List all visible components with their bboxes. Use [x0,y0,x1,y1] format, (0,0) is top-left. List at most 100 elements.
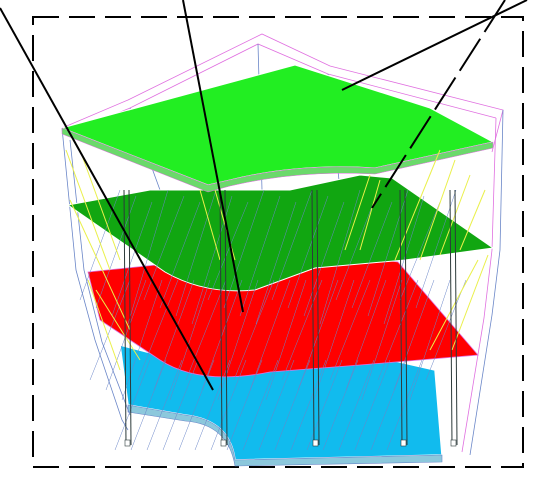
column-base [450,439,457,447]
brace-line [419,159,456,261]
top-slab-edge [61,127,494,193]
column-line [399,189,403,446]
hatch-line [335,195,377,301]
brace-line [65,149,111,271]
hatch-line [354,359,391,451]
hatch-line [242,359,279,451]
hatch-line [425,279,467,381]
hatch-line [345,279,387,391]
hatch-line [287,195,329,309]
hatch-line [329,279,371,381]
wire-hatch [79,189,467,451]
hatch-line [143,195,185,301]
leader-lines [0,0,528,391]
column-line [316,189,320,446]
upper-slab [66,174,495,292]
leader-line-3 [341,0,528,91]
column-line [128,189,132,446]
hatch-line [223,189,265,309]
hatch-line [290,359,327,451]
hatch-line [79,189,121,301]
hatch-line [303,201,345,317]
brace-line [344,174,371,251]
column-line [311,189,315,446]
hatch-line [383,195,425,325]
leader-line-2 [182,0,244,313]
brace-line [394,149,441,261]
hatch-line [265,279,307,401]
hatch-line [377,279,419,381]
upper-slab-group [66,174,495,292]
column-line [454,189,458,446]
wire-right-wall [469,109,504,456]
hatch-line [153,279,195,391]
hatch-line [127,189,169,325]
brace-line [95,289,141,361]
hatch-line [386,359,423,451]
wire-outline-top [61,33,504,153]
brace-line [451,254,489,351]
hatch-line [175,189,217,317]
brace-line [459,189,486,251]
hatch-line [322,359,359,451]
column-line [219,189,223,446]
hatch-line [185,279,227,381]
hatch-line [121,279,163,401]
hatch-line [137,279,179,381]
hatch-line [201,279,243,391]
brace-line [359,179,381,251]
hatch-line [409,279,451,401]
brace-line [79,149,121,261]
hatch-line [338,359,375,451]
hatch-line [226,359,263,451]
hatch-line [159,201,201,309]
hatch-line [370,359,407,451]
column-line [404,189,408,446]
hatch-line [393,279,435,391]
brace-line [69,199,131,331]
hatch-line [146,359,183,451]
hatch-line [89,279,131,381]
hatch-line [313,279,355,401]
hatch-line [258,359,295,451]
hatch-line [271,189,313,301]
column-base [312,439,319,447]
brace-line [429,259,479,351]
hatch-line [210,359,247,451]
column-line [449,189,453,446]
hatch-line [306,359,343,451]
column-base [220,439,227,447]
hatch-line [169,279,211,401]
brace-line [199,189,221,261]
hatch-line [217,279,259,401]
leader-line-4 [371,0,506,209]
leader-line-1 [0,7,214,391]
hatch-line [319,189,361,325]
hatch-line [239,195,281,317]
hatch-line [162,359,199,451]
hatch-line [367,189,409,317]
column-line [224,189,228,446]
hatch-line [178,359,215,451]
brace-line [87,279,121,371]
hatch-line [255,201,297,325]
wire-right-wall-2 [461,117,497,453]
hatch-line [249,279,291,391]
column-base [124,439,131,447]
hatch-line [233,279,275,381]
hatch-line [415,189,457,309]
top-slab [60,64,495,186]
hatch-line [351,201,393,309]
hatch-line [399,201,441,301]
columns-group [123,189,458,447]
hatch-line [281,279,323,381]
top-slab-group [60,64,495,193]
hatch-line [114,359,151,451]
hatch-line [130,359,167,451]
hatch-line [105,279,147,391]
hatch-line [361,279,403,401]
hatch-line [274,359,311,451]
wire-left-wall [61,127,129,431]
